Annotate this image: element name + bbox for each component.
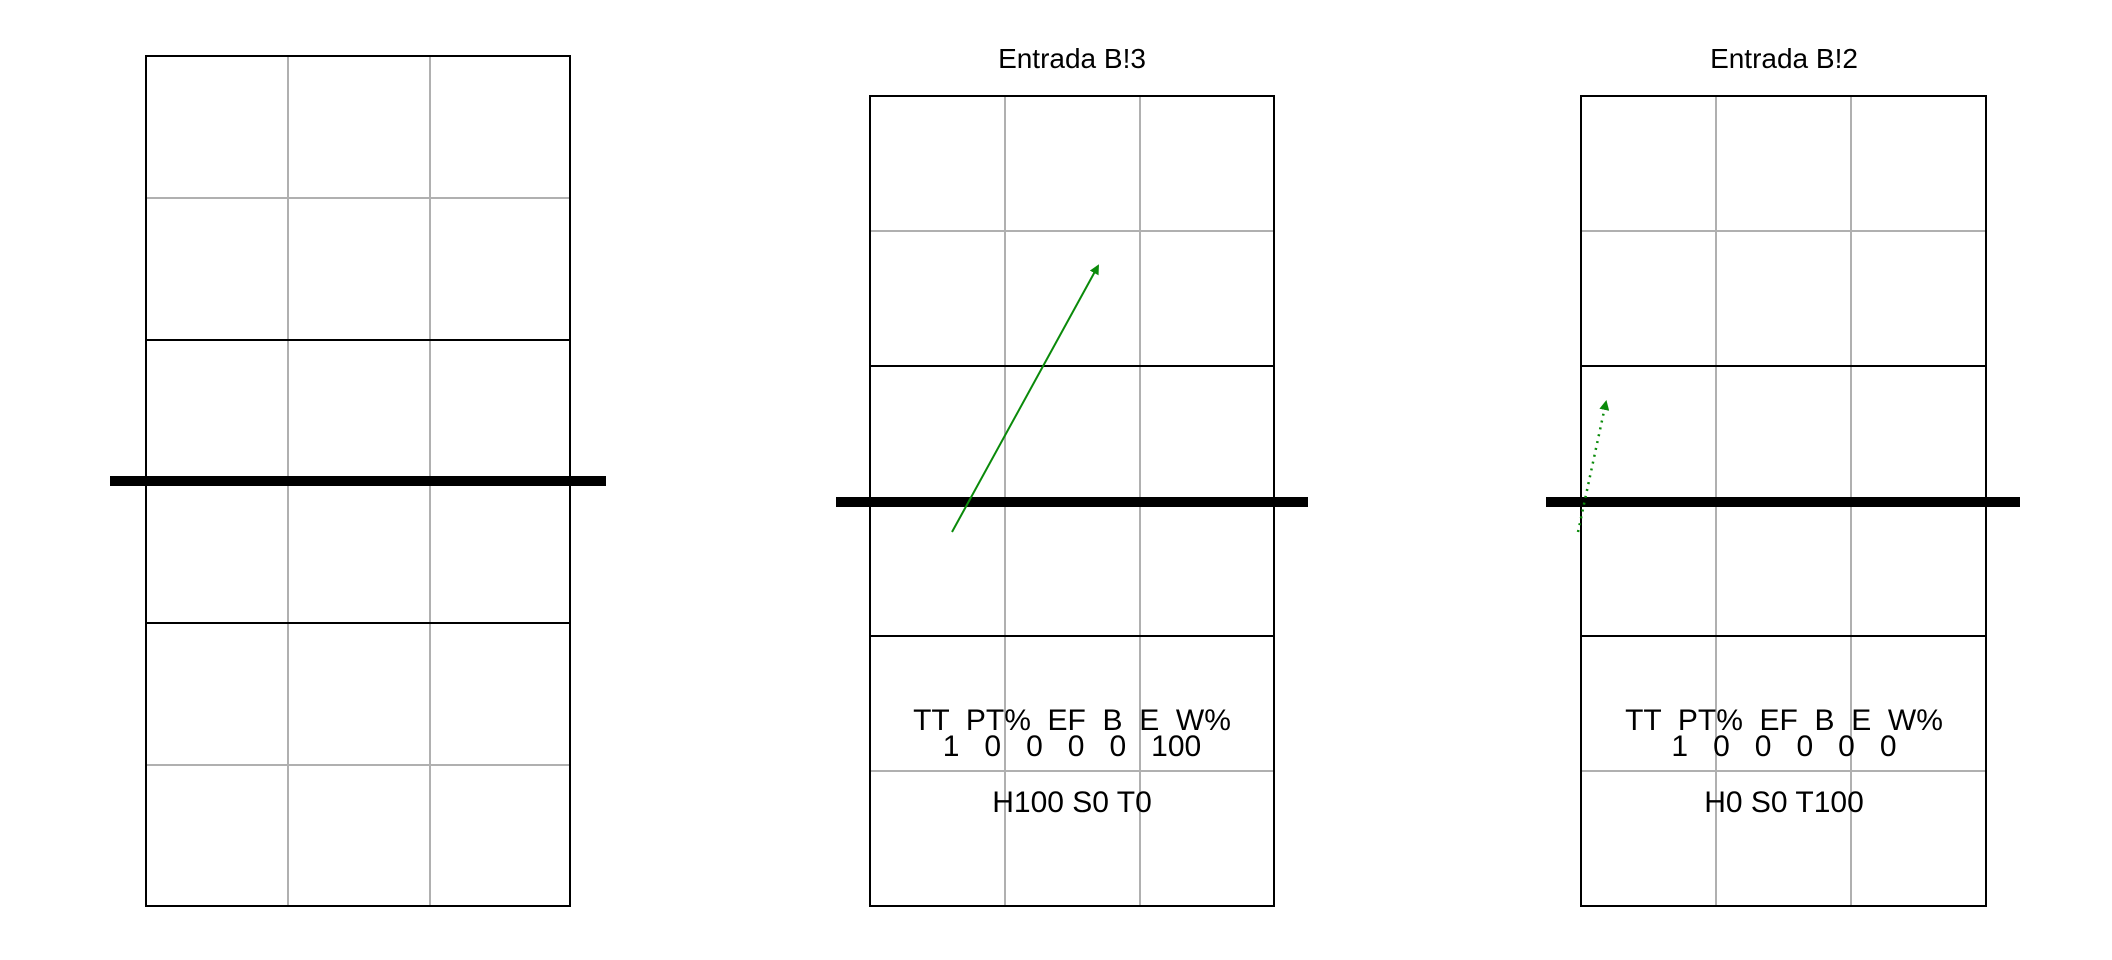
- distribution-text: H100 S0 T0: [992, 786, 1152, 819]
- stats-values: 1 0 0 0 0 100: [943, 730, 1202, 763]
- attack-arrow: [1576, 400, 1610, 533]
- court-title: Entrada B!3: [998, 43, 1146, 74]
- distribution-text: H0 S0 T100: [1704, 786, 1864, 819]
- attack-arrow: [951, 264, 1099, 533]
- stats-header: TT PT% EF B E W%: [1625, 704, 1943, 737]
- stats-values: 1 0 0 0 0 0: [1671, 730, 1896, 763]
- court-title: Entrada B!2: [1710, 43, 1858, 74]
- court-panel-empty: [110, 55, 606, 907]
- stats-header: TT PT% EF B E W%: [913, 704, 1231, 737]
- court-panel-entrada-b3: Entrada B!3 TT PT% EF B E W% 1 0 0 0 0 1…: [836, 43, 1308, 907]
- court-panel-entrada-b2: Entrada B!2 TT PT% EF B E W% 1 0 0 0 0 0…: [1546, 43, 2020, 907]
